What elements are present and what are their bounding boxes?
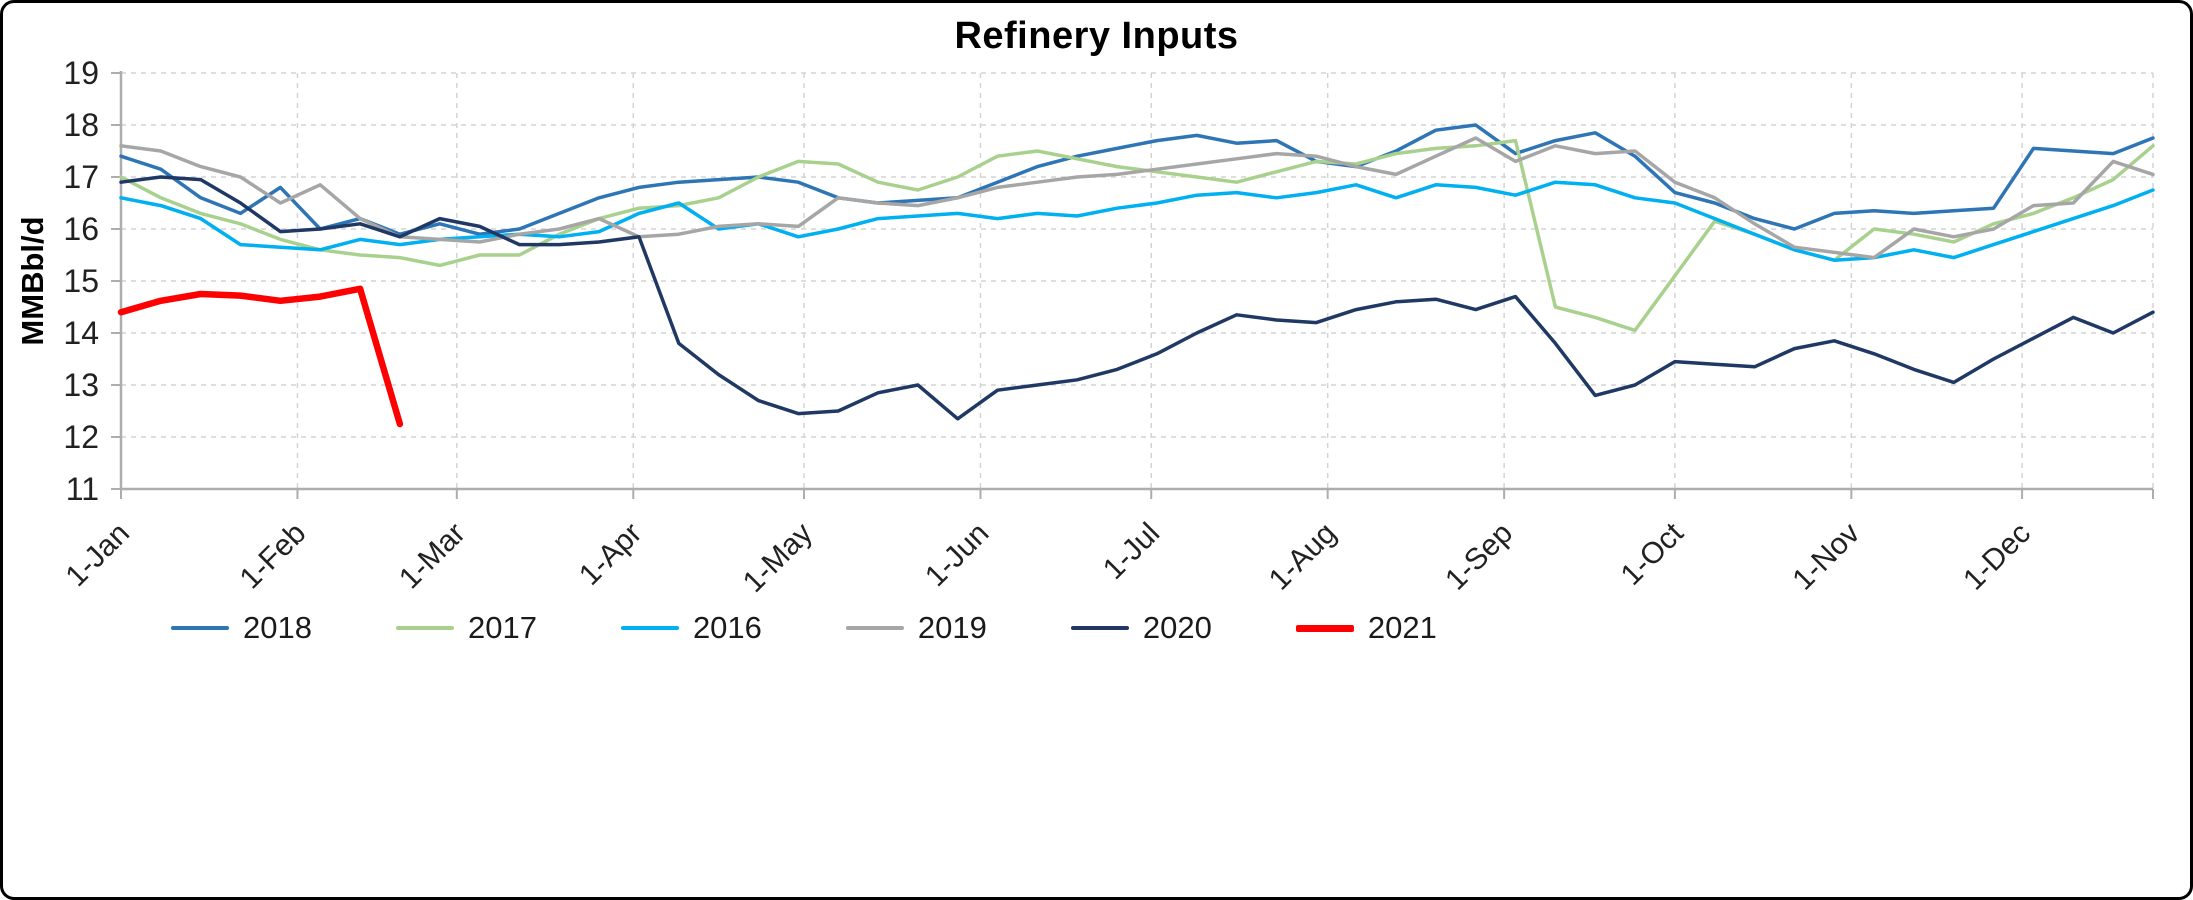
legend-label-2016: 2016 <box>692 610 762 645</box>
y-axis-title: MMBbl/d <box>15 216 50 345</box>
x-tick-label: 1-Jan <box>60 517 136 593</box>
x-tick-label: 1-May <box>737 517 819 599</box>
y-tick-label: 18 <box>63 107 99 143</box>
x-tick-label: 1-Apr <box>573 517 648 592</box>
legend-swatch-2019 <box>845 626 904 630</box>
plot-area: 11 12 13 14 15 16 17 18 19 1-Jan 1-Feb 1-Mar 1-Apr 1-… <box>15 55 2155 599</box>
x-tick-label: 1-Oct <box>1615 516 1691 592</box>
series-line-2016 <box>119 180 2155 262</box>
x-tick-label: 1-Jun <box>919 517 995 593</box>
series-line-2017 <box>119 138 2155 333</box>
legend-item-2020: 2020 <box>1070 610 1212 646</box>
x-tick-label: 1-Mar <box>393 517 472 596</box>
legend-label-2021: 2021 <box>1367 610 1437 645</box>
chart-title: Refinery Inputs <box>954 15 1239 57</box>
y-tick-label: 19 <box>63 55 99 91</box>
legend-swatch-2017 <box>395 626 454 630</box>
series-line-2021 <box>117 285 404 428</box>
legend-item-2019: 2019 <box>845 610 987 646</box>
legend-swatch-2021 <box>1295 624 1354 632</box>
y-tick-label: 11 <box>66 471 99 507</box>
series-line-2019 <box>119 136 2155 260</box>
y-tick-label: 15 <box>63 263 99 299</box>
legend-swatch-2016 <box>620 626 679 630</box>
legend-swatch-2018 <box>171 626 229 630</box>
x-tick-label: 1-Jul <box>1097 517 1166 586</box>
legend-label-2017: 2017 <box>467 610 537 645</box>
legend-item-2021: 2021 <box>1295 610 1437 646</box>
legend-item-2017: 2017 <box>395 610 537 646</box>
x-tick-label: 1-Aug <box>1263 517 1343 597</box>
series-line-2020 <box>119 175 2155 421</box>
series-line-2018 <box>119 123 2155 236</box>
x-tick-label: 1-Feb <box>234 517 313 596</box>
y-tick-label: 16 <box>63 211 99 247</box>
x-tick-label: 1-Sep <box>1439 517 1519 597</box>
y-tick-label: 13 <box>63 367 99 403</box>
legend-label-2019: 2019 <box>917 610 987 645</box>
legend-item-2016: 2016 <box>620 610 762 646</box>
y-tick-label: 14 <box>63 315 99 351</box>
legend-label-2018: 2018 <box>243 610 312 645</box>
x-tick-label: 1-Nov <box>1786 517 1866 597</box>
legend-label-2020: 2020 <box>1142 610 1212 645</box>
y-tick-label: 12 <box>63 419 99 455</box>
y-tick-label: 17 <box>63 159 99 195</box>
legend-item-2018: 2018 <box>171 610 312 646</box>
x-tick-label: 1-Dec <box>1957 517 2037 597</box>
chart-legend: 2018 2017 2016 2019 2020 2021 <box>171 605 1437 651</box>
legend-swatch-2020 <box>1070 626 1129 630</box>
